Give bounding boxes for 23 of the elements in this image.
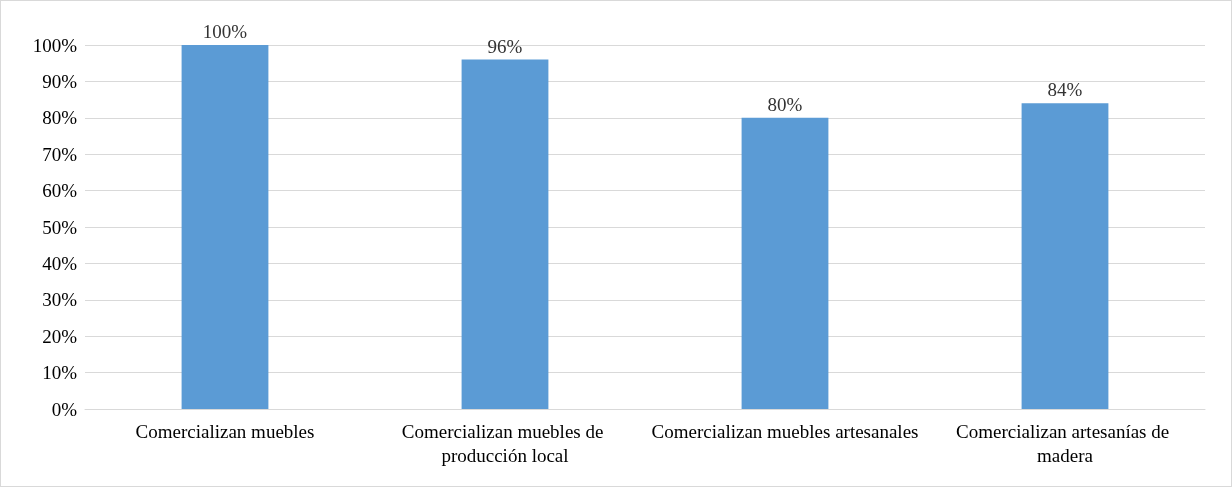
y-tick-label: 90% (42, 70, 78, 92)
y-tick-label: 100% (32, 34, 78, 56)
data-label: 84% (1047, 79, 1083, 101)
data-label: 96% (487, 35, 523, 57)
y-tick-label: 80% (42, 107, 78, 129)
x-tick-label: Comercializan artesanías de madera (956, 420, 1174, 466)
x-tick-label: Comercializan muebles de producción local (401, 420, 609, 466)
x-tick-label: Comercializan muebles (135, 420, 315, 442)
bar (181, 45, 269, 409)
y-tick-label: 50% (42, 216, 78, 238)
bar (461, 59, 549, 409)
bar (1021, 103, 1109, 409)
y-tick-label: 10% (42, 362, 78, 384)
x-tick-label: Comercializan muebles artesanales (651, 420, 919, 442)
bar (741, 117, 829, 409)
y-tick-label: 20% (42, 325, 78, 347)
y-tick-label: 40% (42, 252, 78, 274)
y-tick-label: 30% (42, 289, 78, 311)
data-label: 100% (202, 21, 248, 42)
y-tick-label: 60% (42, 180, 78, 202)
data-label: 80% (767, 93, 803, 115)
y-tick-label: 70% (42, 143, 78, 165)
y-tick-label: 0% (51, 398, 78, 420)
